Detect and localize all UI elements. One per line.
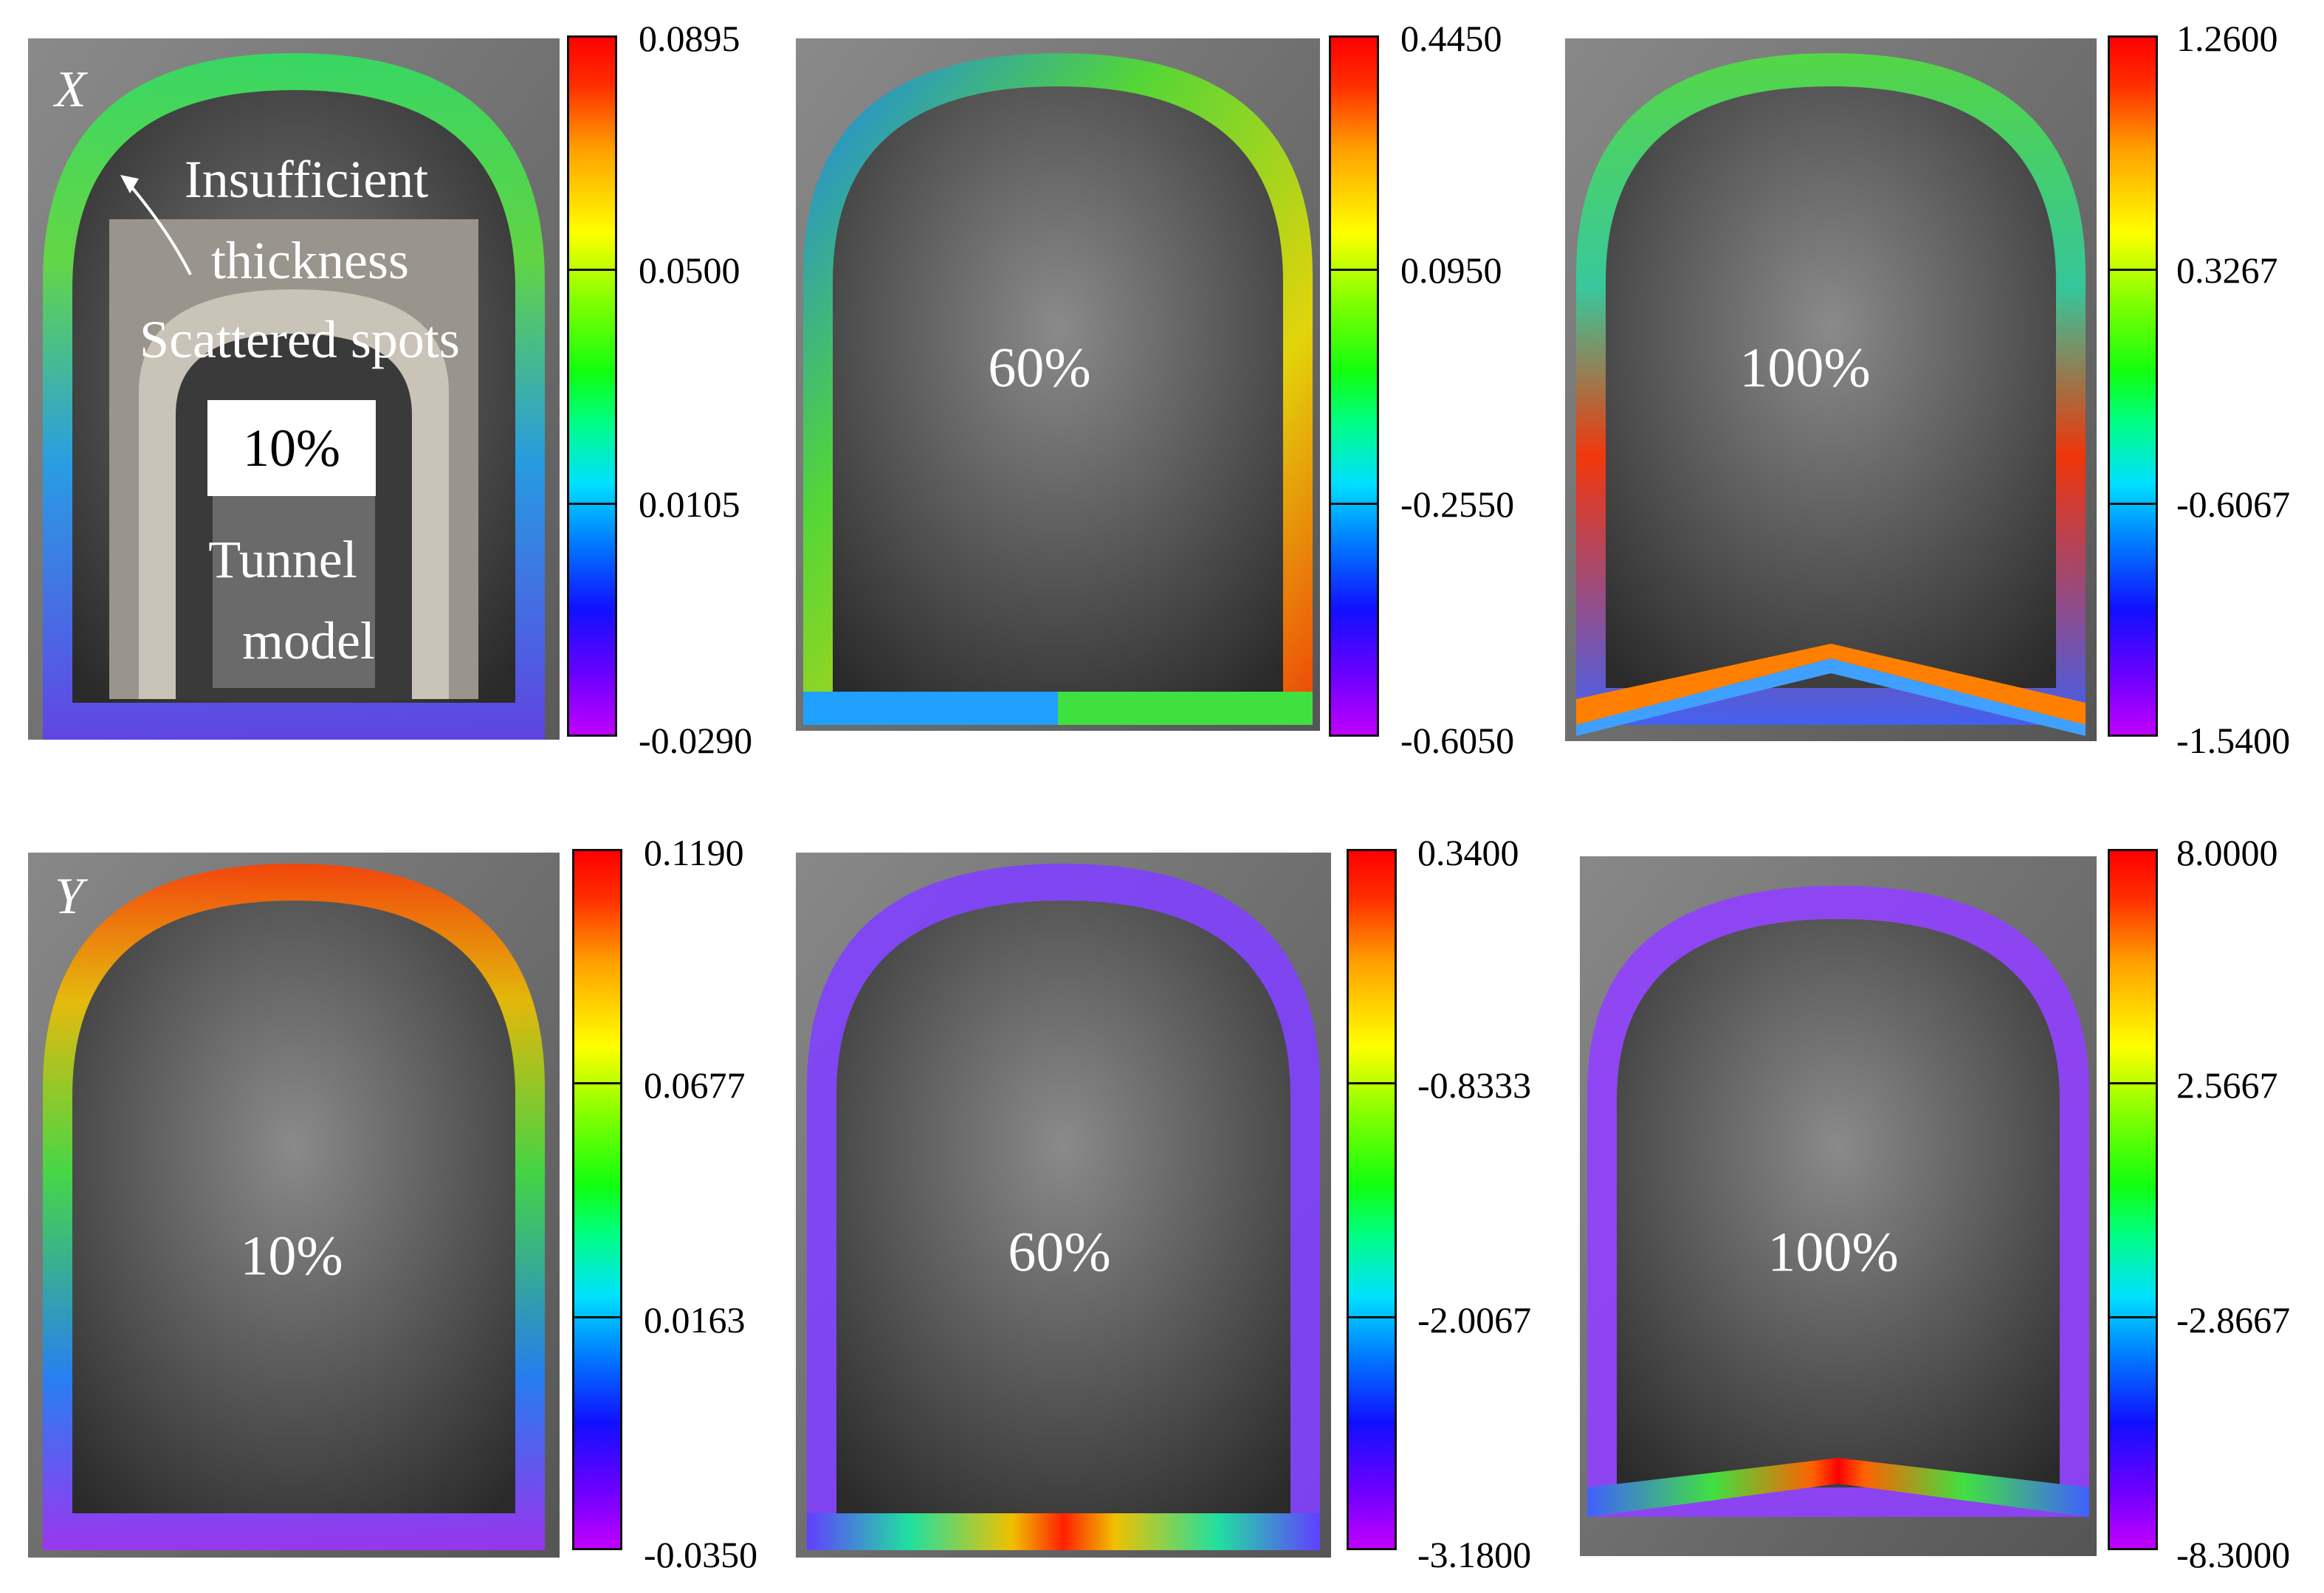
tick-y100-min: -8.3000 (2176, 1534, 2291, 1575)
colorbar-x-100 (2108, 35, 2158, 737)
tick-y10-2: 0.0677 (644, 1064, 746, 1106)
percent-label-y-10: 10% (240, 1225, 343, 1287)
tick-x10-3: 0.0105 (639, 484, 740, 525)
panel-x-100: 100% (1565, 38, 2097, 741)
colorbar-y-60 (1347, 849, 1397, 1550)
colorbar-x-60 (1329, 35, 1379, 737)
tick-y10-min: -0.0350 (644, 1534, 758, 1575)
axis-letter-x: X (55, 61, 86, 118)
tick-y10-3: 0.0163 (644, 1299, 746, 1341)
percent-label-x-100: 100% (1739, 337, 1871, 399)
percent-label-y-60: 60% (1008, 1221, 1111, 1284)
tunnel-image-x-100 (1565, 38, 2097, 741)
tunnel-image-y-10 (28, 853, 560, 1558)
panel-x-60: 60% (796, 38, 1320, 731)
panel-y-60: 60% (796, 853, 1331, 1558)
annotation-tunnel: Tunnel (208, 530, 357, 589)
panel-y-100: 100% (1580, 856, 2097, 1556)
annotation-scattered-spots: Scattered spots (140, 310, 460, 369)
tick-x100-max: 1.2600 (2176, 18, 2278, 59)
inset-percent-label: 10% (207, 400, 376, 496)
annotation-insufficient: Insufficient (184, 150, 429, 209)
tick-y100-max: 8.0000 (2176, 832, 2278, 873)
colorbar-y-100 (2108, 849, 2158, 1550)
tunnel-image-y-100 (1580, 856, 2097, 1556)
tunnel-image-x-60 (796, 38, 1320, 731)
tick-y60-min: -3.1800 (1417, 1534, 1532, 1575)
tick-y60-3: -2.0067 (1417, 1299, 1532, 1341)
panel-y-10: Y 10% (28, 853, 560, 1558)
annotation-model: model (242, 611, 375, 670)
colorbar-y-10 (572, 849, 622, 1550)
tick-x100-3: -0.6067 (2176, 484, 2291, 525)
tick-x10-min: -0.0290 (639, 720, 753, 761)
colorbar-x-10 (567, 35, 617, 737)
tick-x100-min: -1.5400 (2176, 720, 2291, 761)
tunnel-image-y-60 (796, 853, 1331, 1558)
tick-y10-max: 0.1190 (644, 832, 744, 873)
tick-x60-2: 0.0950 (1400, 250, 1502, 291)
percent-label-x-60: 60% (988, 337, 1091, 399)
tick-y60-2: -0.8333 (1417, 1064, 1532, 1106)
tick-x60-min: -0.6050 (1400, 720, 1515, 761)
annotation-thickness: thickness (211, 231, 409, 290)
axis-letter-y: Y (55, 868, 83, 925)
tick-x60-max: 0.4450 (1400, 18, 1502, 59)
tick-x10-max: 0.0895 (639, 18, 740, 59)
tick-y100-2: 2.5667 (2176, 1064, 2278, 1106)
tick-x60-3: -0.2550 (1400, 484, 1515, 525)
tick-x10-2: 0.0500 (639, 250, 740, 291)
tick-y100-3: -2.8667 (2176, 1299, 2291, 1341)
tick-y60-max: 0.3400 (1417, 832, 1519, 873)
percent-label-y-100: 100% (1767, 1221, 1899, 1284)
panel-x-10: X Insufficient thickness Scattered spots… (28, 38, 560, 740)
tick-x100-2: 0.3267 (2176, 250, 2278, 291)
